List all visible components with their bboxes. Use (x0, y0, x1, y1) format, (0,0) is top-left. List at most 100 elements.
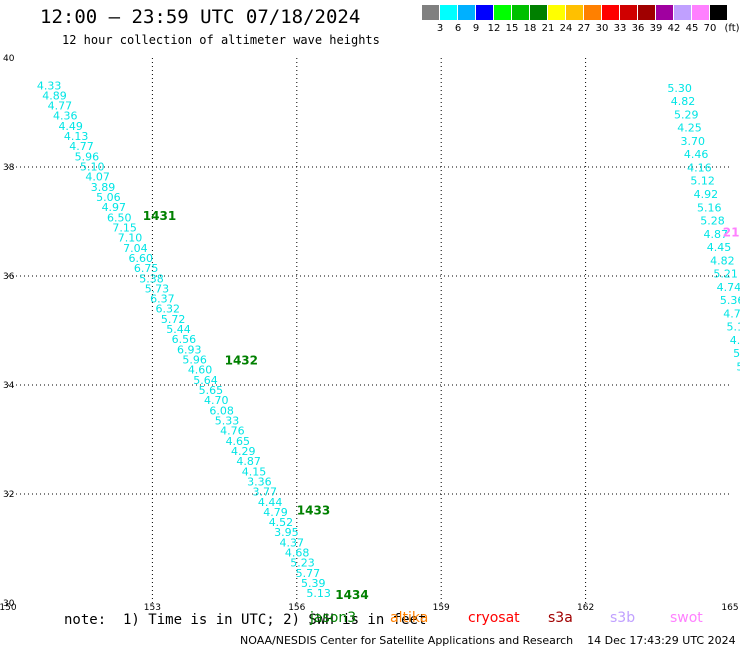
swh-value: 4.74 (717, 281, 740, 294)
swh-value: 3.77 (253, 486, 278, 499)
time-label: 1432 (225, 353, 258, 367)
mission-label-swot: swot (670, 610, 703, 626)
swh-value: 5.23 (290, 557, 315, 570)
swh-value: 4.44 (258, 496, 283, 509)
swh-value: 4.87 (236, 455, 261, 468)
swh-value: 5.15 (726, 321, 740, 334)
legend-swatch (656, 5, 673, 20)
swh-value: 4.70 (204, 394, 229, 407)
y-tick-label: 38 (3, 163, 15, 173)
legend-swatch (674, 5, 691, 20)
legend-swatch (476, 5, 493, 20)
mission-label-s3b: s3b (610, 610, 636, 626)
swh-value: 5.12 (690, 175, 715, 188)
legend-swatch (494, 5, 511, 20)
mission-list: jason3 altika cryosat s3a s3b swot (0, 610, 740, 630)
footer-note: note: 1) Time is in UTC; 2) SWH is in fe… (64, 612, 427, 628)
legend-swatch (710, 5, 727, 20)
x-tick-label: 153 (144, 603, 161, 613)
legend-tick-label: 24 (559, 23, 573, 34)
swh-value: 5.96 (75, 150, 100, 163)
swh-value: 4.92 (694, 188, 719, 201)
swh-value: 5.38 (139, 272, 164, 285)
legend-tick-label: 15 (505, 23, 519, 34)
time-label: 1433 (297, 503, 330, 517)
swh-value: 4.13 (64, 130, 89, 143)
legend-swatch (584, 5, 601, 20)
swh-value: 4.97 (102, 201, 127, 214)
legend-swatch (566, 5, 583, 20)
mission-label-cryosat: cryosat (468, 610, 520, 626)
swh-value: 6.56 (172, 333, 197, 346)
swh-value: 7.10 (118, 232, 143, 245)
x-tick-label: 162 (577, 603, 594, 613)
swh-value: 3.36 (247, 475, 272, 488)
mission-label-s3a: s3a (548, 610, 573, 626)
legend-tick-label: 36 (631, 23, 645, 34)
swh-value: 5.16 (697, 201, 722, 214)
legend-swatch (692, 5, 709, 20)
swh-value: 5.65 (199, 384, 224, 397)
swh-value: 7.04 (123, 242, 148, 255)
swh-value: 5.10 (80, 161, 105, 174)
legend-swatch (548, 5, 565, 20)
swh-value: 4.87 (704, 228, 729, 241)
swh-value: 6.08 (209, 404, 234, 417)
legend-tick-label: 45 (685, 23, 699, 34)
swh-value: 5.73 (145, 282, 170, 295)
swh-value: 4.76 (220, 425, 245, 438)
swh-value: 5.64 (193, 374, 218, 387)
swh-value: 4.45 (707, 241, 732, 254)
swh-value: 5.2 (736, 360, 740, 373)
swh-value: 4.36 (53, 110, 77, 123)
swh-value: 6.60 (129, 252, 154, 265)
swh-value: 4.07 (85, 171, 110, 184)
chart-subtitle: 12 hour collection of altimeter wave hei… (62, 33, 380, 47)
swh-value: 4.37 (279, 536, 304, 549)
swh-value: 3.89 (91, 181, 116, 194)
y-tick-label: 30 (3, 599, 15, 609)
legend-tick-label: 27 (577, 23, 591, 34)
swh-value: 4.77 (48, 100, 73, 113)
legend-tick-label: (ft) (724, 23, 740, 34)
swh-value: 4.15 (242, 465, 267, 478)
y-tick-label: 34 (3, 381, 15, 391)
legend-swatch (620, 5, 637, 20)
y-tick-label: 36 (3, 272, 15, 282)
swh-value: 4.46 (684, 148, 709, 161)
x-tick-label: 156 (288, 603, 305, 613)
swh-value: 4.49 (58, 120, 83, 133)
swh-value: 6.93 (177, 343, 202, 356)
swh-value: 5.2 (733, 347, 740, 360)
legend-swatch (638, 5, 655, 20)
time-label: 1431 (143, 209, 176, 223)
swh-value: 4.99 (730, 334, 740, 347)
axis-tick-labels: 150 153 156 159 162 165 30 32 34 36 38 40 (0, 54, 739, 613)
legend-tick-label: 3 (436, 23, 444, 34)
swh-value: 6.50 (107, 211, 131, 224)
swh-value: 6.32 (155, 303, 180, 316)
swh-value: 5.36 (720, 294, 740, 307)
time-labels: 1431 1432 1433 1434 21 (143, 209, 740, 602)
legend-swatch (530, 5, 547, 20)
swh-value: 4.33 (37, 79, 62, 92)
swh-value: 4.77 (723, 307, 740, 320)
swh-value: 6.37 (150, 293, 175, 306)
swh-value: 4.65 (226, 435, 251, 448)
legend-tick-label: 39 (649, 23, 663, 34)
swh-value: 5.77 (296, 567, 321, 580)
time-label: 1434 (335, 588, 368, 602)
swh-value: 4.79 (263, 506, 288, 519)
swh-value: 5.44 (166, 323, 191, 336)
swh-values: 4.334.894.774.364.494.134.775.965.104.07… (37, 79, 740, 600)
legend-tick-label: 18 (523, 23, 537, 34)
x-tick-label: 150 (0, 603, 17, 613)
swh-value: 5.13 (306, 587, 331, 600)
time-label: 21 (723, 225, 740, 239)
swh-value: 5.72 (161, 313, 186, 326)
swh-value: 4.77 (69, 140, 94, 153)
swh-value: 3.70 (681, 135, 706, 148)
legend-swatch (602, 5, 619, 20)
x-tick-label: 159 (433, 603, 450, 613)
